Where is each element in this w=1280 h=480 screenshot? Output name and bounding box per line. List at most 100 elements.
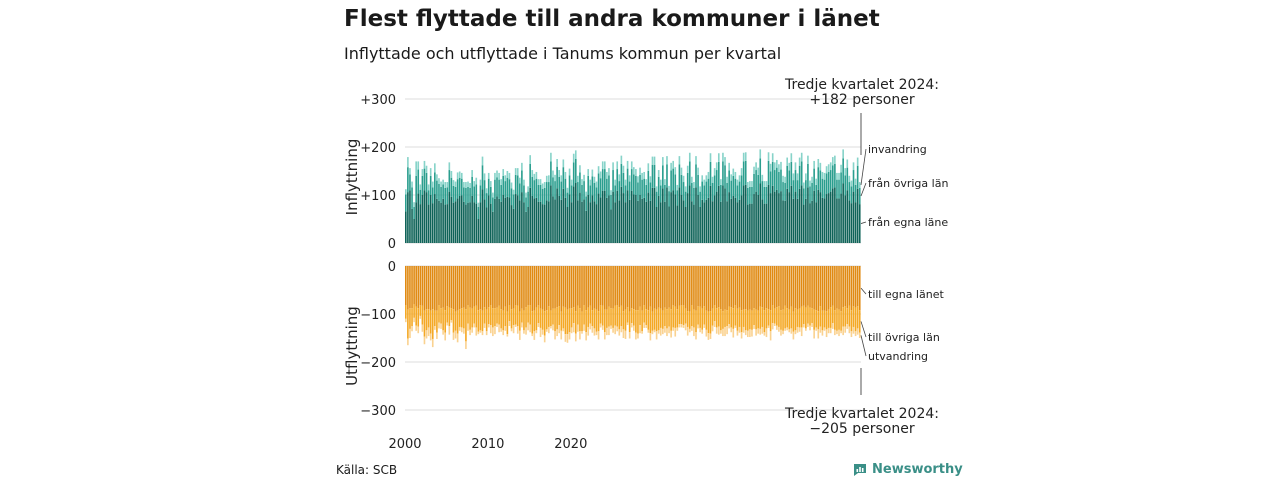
outflow-bar-ovriga xyxy=(539,308,542,328)
outflow-bar-ovriga xyxy=(577,305,579,325)
outflow-bar-egna xyxy=(581,266,583,312)
outflow-bar-ovriga xyxy=(823,310,826,328)
outflow-bar-utvandring xyxy=(427,327,430,337)
inflow-bar-egna xyxy=(456,198,459,243)
inflow-bar-ovriga xyxy=(809,186,811,204)
inflow-bar-egna xyxy=(556,188,558,243)
inflow-bar-egna xyxy=(732,195,735,243)
inflow-bar-ovriga xyxy=(651,164,654,188)
brand-logo[interactable]: Newsworthy xyxy=(853,462,963,477)
outflow-bar-utvandring xyxy=(825,329,828,338)
inflow-bar-egna xyxy=(641,198,643,243)
outflow-bar-ovriga xyxy=(742,309,745,327)
inflow-bar-invandring xyxy=(728,162,730,171)
inflow-bar-egna xyxy=(566,207,569,243)
outflow-bar-utvandring xyxy=(730,327,733,333)
outflow-bar-egna xyxy=(579,266,581,309)
inflow-bar-egna xyxy=(765,203,768,243)
outflow-bar-utvandring xyxy=(587,326,590,336)
inflow-bar-ovriga xyxy=(568,175,571,195)
inflow-bar-invandring xyxy=(614,179,616,186)
inflow-bar-ovriga xyxy=(680,174,683,195)
outflow-bar-ovriga xyxy=(438,305,440,323)
inflow-bar-invandring xyxy=(695,156,697,165)
inflow-bar-ovriga xyxy=(798,165,801,189)
outflow-bar-ovriga xyxy=(612,308,614,328)
outflow-bar-utvandring xyxy=(411,326,413,332)
inflow-bar-egna xyxy=(539,201,542,243)
outflow-bar-egna xyxy=(523,266,525,311)
outflow-bar-utvandring xyxy=(608,326,610,336)
outflow-bar-egna xyxy=(479,266,482,310)
inflow-bar-egna xyxy=(545,200,548,243)
outflow-bar-ovriga xyxy=(562,306,565,329)
inflow-bar-ovriga xyxy=(834,163,836,188)
inflow-bar-ovriga xyxy=(473,186,476,203)
outflow-bar-ovriga xyxy=(440,308,442,324)
outflow-bar-ovriga xyxy=(417,308,420,327)
inflow-bar-ovriga xyxy=(844,175,847,196)
inflow-bar-invandring xyxy=(519,177,521,184)
outflow-bar-egna xyxy=(452,266,455,310)
inflow-bar-invandring xyxy=(732,168,735,176)
outflow-bar-ovriga xyxy=(856,306,859,329)
inflow-bar-invandring xyxy=(651,156,654,165)
inflow-bar-ovriga xyxy=(742,161,745,186)
outflow-bar-egna xyxy=(691,266,693,306)
outflow-bar-egna xyxy=(838,266,840,310)
outflow-bar-ovriga xyxy=(458,309,461,327)
outflow-bar-ovriga xyxy=(434,310,436,326)
inflow-bar-invandring xyxy=(633,167,635,175)
inflow-bar-ovriga xyxy=(467,186,469,203)
source-note: Källa: SCB xyxy=(336,463,398,477)
inflow-bar-invandring xyxy=(624,179,627,186)
outflow-bar-utvandring xyxy=(434,326,436,330)
inflow-bar-ovriga xyxy=(514,174,517,195)
outflow-bar-ovriga xyxy=(477,310,480,332)
outflow-bar-ovriga xyxy=(560,311,563,331)
inflow-bar-ovriga xyxy=(508,179,511,198)
outflow-bar-egna xyxy=(599,266,602,306)
outflow-bar-egna xyxy=(848,266,851,306)
inflow-bar-ovriga xyxy=(722,161,724,186)
inflow-bar-egna xyxy=(452,202,455,243)
inflow-bar-invandring xyxy=(465,182,467,188)
inflow-bar-egna xyxy=(726,201,728,243)
outflow-bar-utvandring xyxy=(548,326,550,334)
outflow-bar-utvandring xyxy=(649,333,652,341)
outflow-bar-egna xyxy=(765,266,768,309)
inflow-bar-egna xyxy=(668,206,670,243)
inflow-bar-invandring xyxy=(684,186,687,192)
outflow-bar-ovriga xyxy=(626,307,629,323)
inflow-bar-invandring xyxy=(680,167,683,175)
inflow-bar-egna xyxy=(759,183,762,243)
outflow-bar-ovriga xyxy=(827,309,830,328)
outflow-bar-ovriga xyxy=(701,308,704,330)
outflow-bar-utvandring xyxy=(686,326,689,336)
inflow-bar-egna xyxy=(842,183,844,243)
inflow-bar-ovriga xyxy=(850,186,853,204)
inflow-bar-invandring xyxy=(659,179,662,186)
inflow-bar-egna xyxy=(666,187,668,243)
outflow-bar-ovriga xyxy=(585,310,587,333)
inflow-bar-ovriga xyxy=(458,177,461,196)
outflow-bar-ovriga xyxy=(427,309,430,328)
outflow-bar-egna xyxy=(633,266,635,310)
outflow-bar-egna xyxy=(436,266,438,311)
outflow-bar-egna xyxy=(678,266,681,306)
brand-name: Newsworthy xyxy=(872,462,963,477)
outflow-bar-utvandring xyxy=(556,329,558,337)
inflow-bar-invandring xyxy=(612,162,614,171)
outflow-bar-egna xyxy=(458,266,461,310)
inflow-bar-egna xyxy=(836,198,838,243)
inflow-bar-invandring xyxy=(794,162,797,171)
inflow-bar-ovriga xyxy=(641,179,643,199)
outflow-bar-utvandring xyxy=(448,326,451,335)
outflow-bar-utvandring xyxy=(460,327,463,333)
inflow-bar-egna xyxy=(767,184,770,243)
outflow-bar-egna xyxy=(477,266,480,311)
outflow-bar-utvandring xyxy=(711,325,714,332)
inflow-bar-invandring xyxy=(577,175,579,183)
inflow-bar-invandring xyxy=(527,186,529,192)
inflow-bar-ovriga xyxy=(519,183,521,201)
